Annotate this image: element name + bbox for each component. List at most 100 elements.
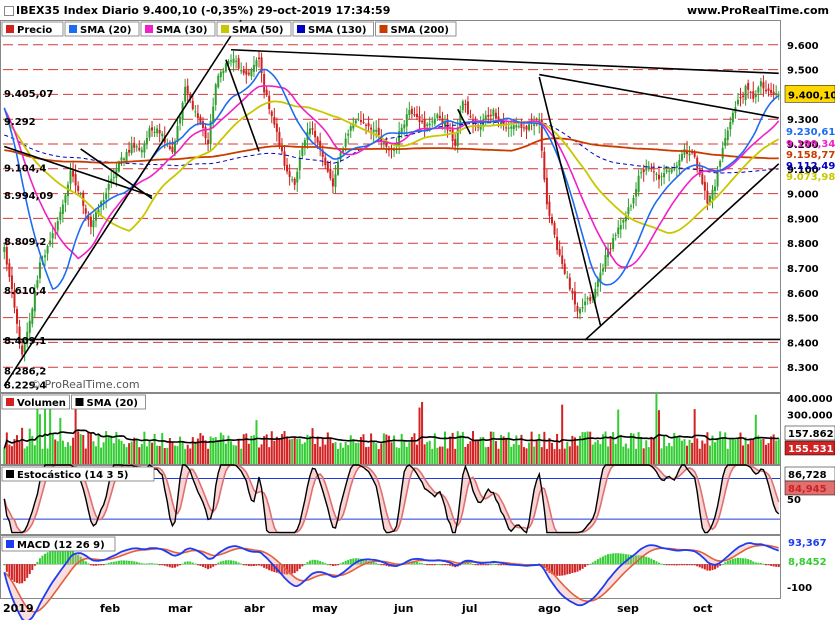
candle-body — [403, 124, 406, 129]
macd-histogram-bar — [184, 561, 187, 565]
macd-histogram-bar — [242, 564, 245, 566]
candle-body — [668, 170, 671, 172]
macd-histogram-bar — [599, 557, 602, 565]
macd-histogram-bar — [301, 564, 304, 567]
candle-body — [431, 121, 434, 123]
macd-histogram-bar — [265, 564, 268, 569]
macd-value-label: 8,8452 — [788, 557, 827, 568]
volume-bar — [573, 437, 576, 464]
candle-body — [74, 174, 77, 186]
candle-body — [561, 255, 564, 264]
macd-histogram-bar — [586, 564, 589, 566]
x-tick-label: jun — [393, 602, 413, 615]
volume-bar — [100, 447, 103, 464]
candle-body — [680, 154, 683, 161]
candle-body — [596, 280, 599, 287]
macd-histogram-bar — [426, 564, 429, 566]
macd-histogram-bar — [171, 564, 174, 568]
macd-histogram-bar — [770, 564, 773, 566]
volume-bar — [749, 439, 752, 464]
volume-bar — [199, 433, 202, 464]
candle-body — [242, 69, 245, 74]
candle-body — [436, 114, 439, 118]
stochastic-main-line — [3, 464, 780, 534]
volume-bar — [21, 427, 24, 464]
candle-body — [558, 249, 561, 256]
price-tick-label: 9.100 — [787, 165, 819, 176]
candle-body — [678, 160, 681, 167]
macd-histogram-bar — [443, 564, 446, 566]
volume-bar — [528, 442, 531, 464]
volume-bar — [456, 431, 459, 464]
macd-histogram-bar — [342, 562, 345, 565]
volume-bar — [591, 444, 594, 464]
volume-bar — [230, 441, 233, 464]
volume-bar — [650, 436, 653, 464]
macd-histogram-bar — [642, 556, 645, 565]
candle-body — [123, 158, 126, 161]
macd-histogram-bar — [484, 564, 487, 566]
price-tick-label: 9.500 — [787, 66, 819, 77]
volume-bar — [762, 438, 765, 464]
trendline — [584, 163, 780, 341]
candle-body — [342, 149, 345, 153]
trendline — [3, 19, 242, 387]
volume-bar — [665, 446, 668, 464]
candle-body — [731, 112, 734, 123]
volume-bar — [362, 434, 365, 464]
macd-histogram-bar — [21, 564, 24, 584]
macd-histogram-bar — [112, 561, 115, 565]
macd-histogram-bar — [614, 553, 617, 565]
candle-body — [635, 189, 638, 197]
candle-body — [607, 248, 610, 258]
candle-body — [311, 128, 314, 130]
site-link[interactable]: www.ProRealTime.com — [686, 4, 829, 17]
volume-bar — [354, 442, 357, 464]
candle-body — [179, 116, 182, 124]
legend-label: Volumen — [17, 398, 66, 409]
header-checkbox-icon[interactable] — [4, 6, 14, 16]
candle-body — [61, 204, 64, 214]
candle-body — [724, 138, 727, 146]
candle-body — [286, 164, 289, 172]
candle-body — [84, 208, 87, 214]
macd-histogram-bar — [74, 552, 77, 565]
candle-body — [258, 57, 261, 60]
volume-bar — [33, 445, 36, 464]
volume-bar — [278, 438, 281, 464]
volume-bar — [387, 435, 390, 464]
volume-bar — [393, 435, 396, 464]
macd-histogram-bar — [650, 558, 653, 565]
candle-body — [489, 114, 492, 117]
volume-bar — [443, 431, 446, 464]
volume-bar — [107, 435, 110, 464]
macd-histogram-bar — [201, 564, 204, 567]
candle-body — [405, 114, 408, 127]
candle-body — [260, 57, 263, 74]
candle-body — [280, 145, 283, 152]
volume-bar — [492, 431, 495, 464]
macd-histogram-bar — [217, 562, 220, 565]
volume-bar — [135, 438, 138, 464]
candle-body — [13, 290, 16, 308]
volume-bar — [512, 444, 515, 464]
volume-bar — [566, 441, 569, 464]
candle-body — [502, 121, 505, 125]
candle-body — [752, 91, 755, 99]
macd-histogram-bar — [775, 564, 778, 567]
macd-histogram-bar — [604, 555, 607, 565]
candle-body — [413, 114, 416, 116]
macd-histogram-bar — [31, 564, 34, 571]
candle-body — [339, 152, 342, 160]
left-level-label: 9.104,4 — [4, 164, 46, 175]
candle-body — [250, 69, 253, 77]
candle-body — [515, 125, 518, 128]
macd-histogram-bar — [487, 564, 490, 566]
macd-histogram-bar — [759, 562, 762, 565]
macd-histogram-bar — [415, 561, 418, 565]
macd-histogram-bar — [469, 563, 472, 565]
volume-bar — [558, 449, 561, 464]
macd-histogram-bar — [339, 563, 342, 565]
candle-body — [184, 86, 187, 102]
macd-histogram-bar — [334, 564, 337, 566]
